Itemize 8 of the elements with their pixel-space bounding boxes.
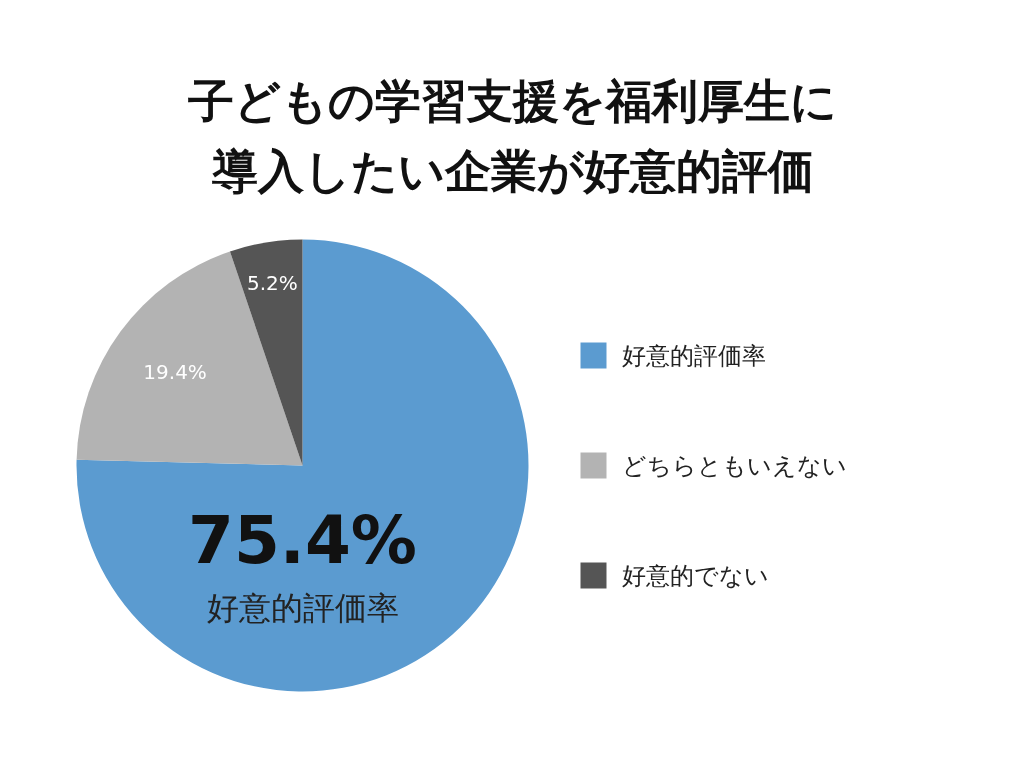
legend-label: 好意的でない: [621, 561, 769, 590]
slice-label: 好意的評価率: [206, 588, 399, 627]
data-label: 75.4%: [188, 501, 417, 579]
legend-label: どちらともいえない: [621, 451, 847, 480]
legend-label: 好意的評価率: [621, 341, 766, 370]
chart-title: 子どもの学習支援を福利厚生に導入したい企業が好意的評価: [188, 73, 837, 198]
data-label: 19.4%: [143, 359, 207, 384]
data-label: 5.2%: [246, 270, 298, 295]
